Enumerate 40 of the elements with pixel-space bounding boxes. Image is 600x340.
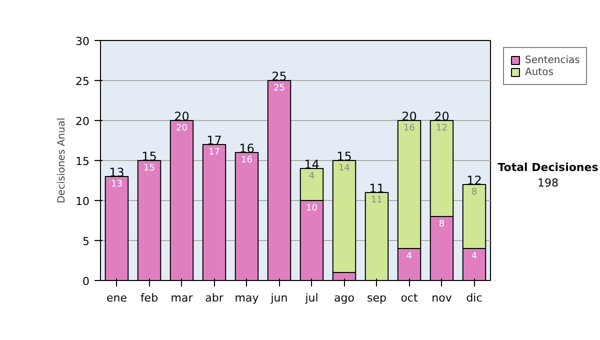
y-tick-label: 0: [82, 275, 90, 288]
y-tick-label: 20: [76, 115, 90, 128]
data-label: 4: [308, 172, 315, 182]
x-tick-label: dic: [466, 292, 482, 304]
data-label: 12: [436, 124, 448, 134]
x-tick-label: feb: [140, 292, 158, 304]
y-tick-label: 10: [76, 195, 90, 208]
data-label: 17: [208, 148, 220, 158]
x-tick-label: jul: [304, 292, 318, 304]
data-label: 20: [176, 124, 188, 134]
x-tick-label: mar: [170, 292, 194, 304]
x-tick-label: oct: [400, 292, 418, 304]
data-label: 8: [471, 188, 478, 198]
data-label: 16: [241, 156, 253, 166]
x-tick-label: jun: [270, 292, 288, 304]
data-label: 25: [274, 84, 285, 94]
data-label: 15: [144, 164, 155, 174]
text: Total Decisiones: [498, 161, 599, 174]
x-tick-label: ago: [334, 292, 355, 304]
data-label: 8: [438, 220, 445, 230]
y-tick-label: 30: [76, 35, 90, 48]
data-label: 16: [404, 124, 416, 134]
y-tick-label: 15: [76, 155, 90, 168]
x-tick-label: sep: [367, 292, 387, 304]
data-label: 4: [406, 252, 412, 262]
data-label: 11: [371, 196, 382, 206]
y-tick-label: 25: [76, 75, 90, 88]
data-label: 14: [338, 164, 350, 174]
legend-label: Sentencias: [525, 54, 580, 66]
x-tick-label: ene: [106, 292, 128, 304]
text: 198: [538, 176, 558, 190]
x-tick-label: nov: [432, 292, 452, 304]
data-label: 13: [111, 180, 122, 190]
y-axis-title: Decisiones Anual: [56, 118, 68, 204]
x-tick-label: may: [234, 292, 260, 304]
legend-label: Autos: [525, 66, 554, 78]
y-tick-label: 5: [82, 235, 90, 248]
data-label: 4: [471, 252, 478, 262]
data-label: 10: [306, 204, 318, 214]
x-tick-label: abr: [205, 292, 224, 304]
